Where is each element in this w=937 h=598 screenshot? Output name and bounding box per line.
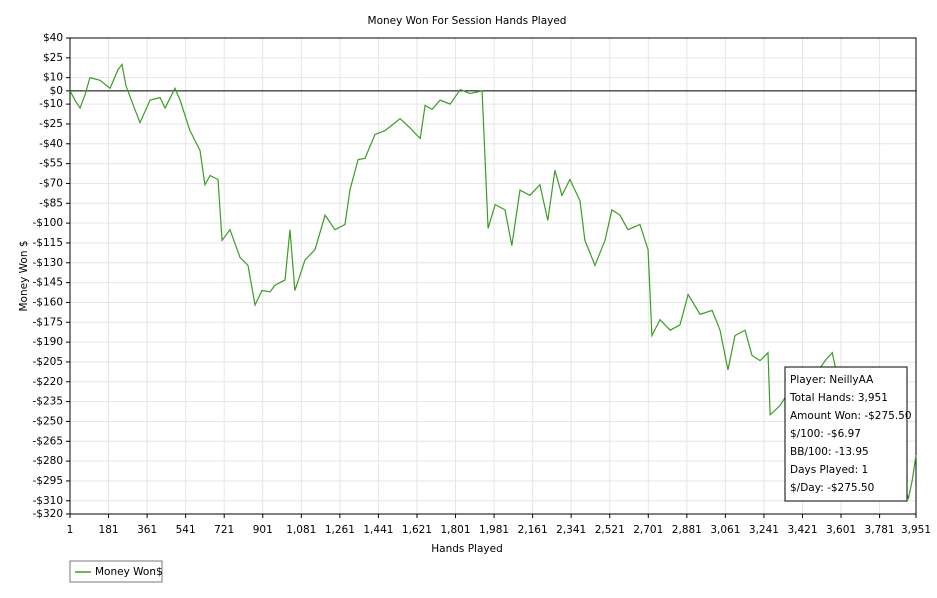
y-tick-label: -$250 bbox=[32, 415, 63, 427]
y-tick-label: $10 bbox=[43, 72, 63, 84]
info-line: $/Day: -$275.50 bbox=[790, 482, 874, 494]
x-tick-label: 1,261 bbox=[325, 524, 355, 536]
x-tick-label: 1,621 bbox=[402, 524, 432, 536]
x-tick-label: 1,441 bbox=[363, 524, 393, 536]
y-tick-label: -$295 bbox=[32, 475, 63, 487]
y-tick-label: -$40 bbox=[39, 138, 63, 150]
x-tick-label: 1 bbox=[67, 524, 74, 536]
x-tick-label: 901 bbox=[253, 524, 273, 536]
info-line: BB/100: -13.95 bbox=[790, 446, 869, 458]
plot-border bbox=[69, 37, 917, 515]
y-tick-label: -$175 bbox=[32, 316, 63, 328]
y-tick-label: -$10 bbox=[39, 98, 63, 110]
y-tick-label: $0 bbox=[50, 85, 63, 97]
x-tick-label: 3,241 bbox=[749, 524, 779, 536]
y-tick-label: -$310 bbox=[32, 495, 63, 507]
x-tick-label: 2,701 bbox=[633, 524, 663, 536]
x-tick-label: 3,951 bbox=[901, 524, 931, 536]
y-tick-label: -$160 bbox=[32, 296, 63, 308]
y-axis-label: Money Won $ bbox=[18, 240, 30, 311]
x-tick-label: 3,781 bbox=[865, 524, 895, 536]
y-tick-label: -$145 bbox=[32, 277, 63, 289]
x-tick-label: 3,061 bbox=[710, 524, 740, 536]
info-line: Days Played: 1 bbox=[790, 464, 868, 476]
x-tick-label: 3,421 bbox=[787, 524, 817, 536]
y-tick-label: -$70 bbox=[39, 177, 63, 189]
info-line: Total Hands: 3,951 bbox=[789, 392, 888, 404]
y-tick-label: -$115 bbox=[32, 237, 63, 249]
legend-box bbox=[69, 560, 163, 583]
x-tick-label: 2,161 bbox=[518, 524, 548, 536]
y-tick-label: -$320 bbox=[32, 508, 63, 520]
y-tick-label: $25 bbox=[43, 52, 63, 64]
info-line: $/100: -$6.97 bbox=[790, 428, 861, 440]
x-tick-label: 2,521 bbox=[595, 524, 625, 536]
x-tick-label: 721 bbox=[214, 524, 234, 536]
y-tick-label: -$25 bbox=[39, 118, 63, 130]
x-tick-label: 3,601 bbox=[826, 524, 856, 536]
y-tick-label: -$85 bbox=[39, 197, 63, 209]
y-tick-label: -$130 bbox=[32, 257, 63, 269]
data-line bbox=[69, 63, 917, 501]
y-tick-label: -$265 bbox=[32, 435, 63, 447]
y-tick-label: -$190 bbox=[32, 336, 63, 348]
x-tick-label: 541 bbox=[176, 524, 196, 536]
y-tick-label: -$235 bbox=[32, 396, 63, 408]
y-tick-label: $40 bbox=[43, 32, 63, 44]
x-tick-label: 181 bbox=[99, 524, 119, 536]
x-axis-label: Hands Played bbox=[431, 543, 502, 555]
legend-label: Money Won$ bbox=[95, 566, 163, 578]
x-tick-label: 1,801 bbox=[440, 524, 470, 536]
x-tick-label: 1,081 bbox=[286, 524, 316, 536]
info-line: Amount Won: -$275.50 bbox=[790, 410, 912, 422]
info-line: Player: NeillyAA bbox=[790, 374, 874, 386]
info-box bbox=[784, 366, 908, 502]
x-tick-label: 2,341 bbox=[556, 524, 586, 536]
y-tick-label: -$205 bbox=[32, 356, 63, 368]
x-tick-label: 361 bbox=[137, 524, 157, 536]
y-tick-label: -$55 bbox=[39, 158, 63, 170]
y-tick-label: -$280 bbox=[32, 455, 63, 467]
y-tick-label: -$100 bbox=[32, 217, 63, 229]
x-tick-label: 2,881 bbox=[672, 524, 702, 536]
chart-title: Money Won For Session Hands Played bbox=[368, 15, 567, 27]
y-tick-label: -$220 bbox=[32, 376, 63, 388]
x-tick-label: 1,981 bbox=[479, 524, 509, 536]
